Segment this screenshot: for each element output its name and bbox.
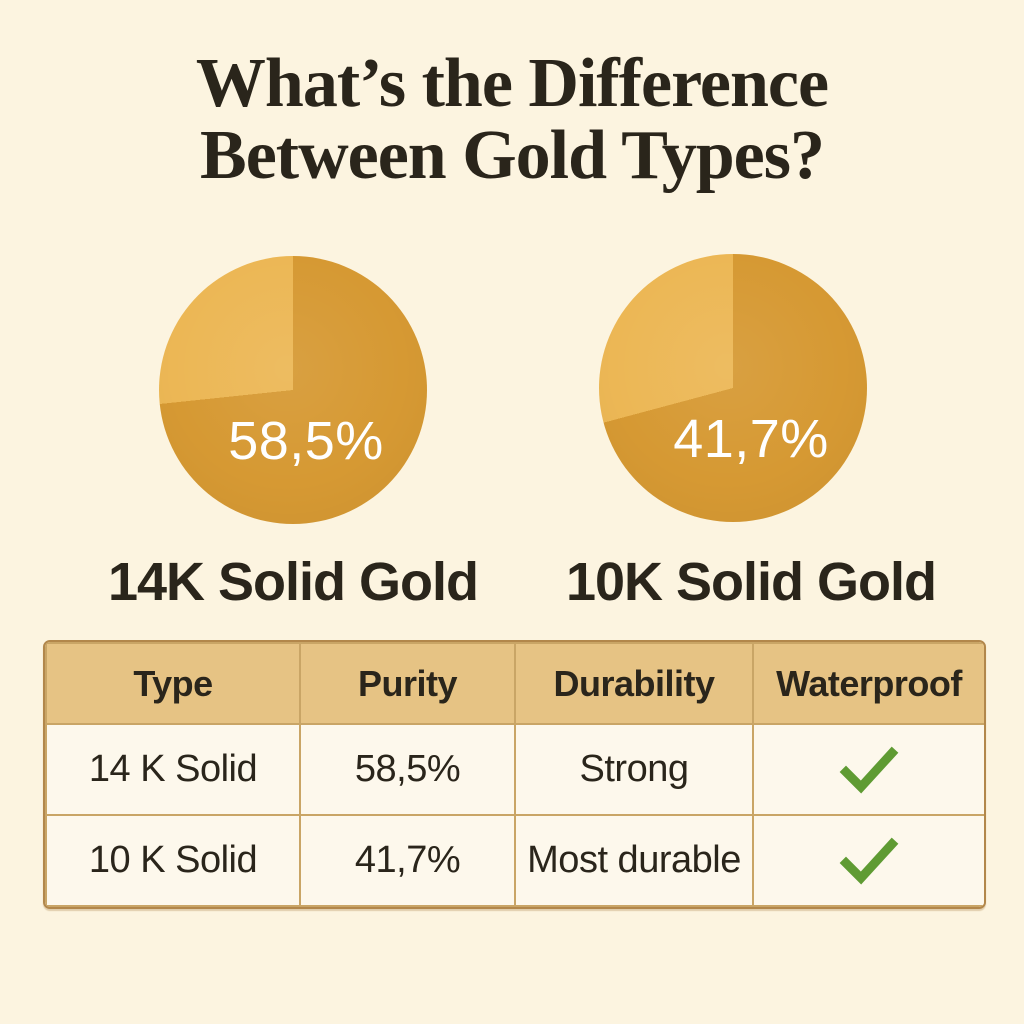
comparison-table: Type Purity Durability Waterproof 14 K S…: [43, 640, 986, 909]
column-header-purity: Purity: [299, 642, 516, 725]
pie-caption-10k-gold: 10K Solid Gold: [565, 552, 937, 612]
page-title: What’s the Difference Between Gold Types…: [0, 48, 1024, 192]
page-title-line-2: Between Gold Types?: [200, 117, 825, 194]
cell-type-10k: 10 K Solid: [45, 814, 301, 907]
pie-chart-14k-gold: 58,5%: [159, 256, 427, 524]
table-row-10k: 10 K Solid 41,7% Most durable: [45, 814, 984, 907]
column-header-waterproof: Waterproof: [752, 642, 984, 725]
checkmark-icon: [839, 746, 899, 794]
pie-chart-10k-gold: 41,7%: [599, 254, 867, 522]
cell-type-14k: 14 K Solid: [45, 723, 301, 816]
cell-durability-10k: Most durable: [514, 814, 754, 907]
pie-percent-label-14k: 58,5%: [228, 410, 384, 471]
checkmark-icon: [839, 837, 899, 885]
pie-percent-label-10k: 41,7%: [673, 408, 829, 469]
cell-purity-10k: 41,7%: [299, 814, 516, 907]
cell-durability-14k: Strong: [514, 723, 754, 816]
column-header-type: Type: [45, 642, 301, 725]
cell-purity-14k: 58,5%: [299, 723, 516, 816]
cell-waterproof-14k: [752, 723, 984, 816]
pie-caption-14k-gold: 14K Solid Gold: [107, 552, 479, 612]
table-row-14k: 14 K Solid 58,5% Strong: [45, 723, 984, 816]
column-header-durability: Durability: [514, 642, 754, 725]
page-title-line-1: What’s the Difference: [195, 45, 829, 122]
table-header-row: Type Purity Durability Waterproof: [45, 642, 984, 725]
cell-waterproof-10k: [752, 814, 984, 907]
